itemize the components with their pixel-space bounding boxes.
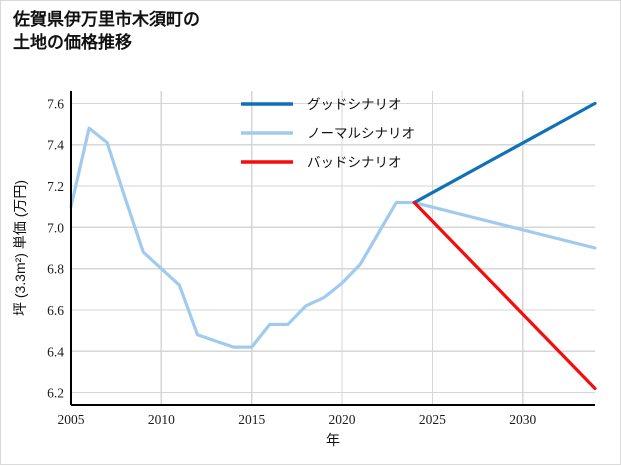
y-tick-label: 7.6	[47, 96, 64, 111]
y-tick-label: 7.4	[47, 138, 64, 153]
y-tick-label: 7.0	[47, 220, 64, 235]
y-tick-label: 6.4	[47, 344, 64, 359]
y-tick-label: 7.2	[47, 179, 64, 194]
legend-label-normal: ノーマルシナリオ	[307, 126, 415, 141]
y-tick-label: 6.8	[47, 262, 64, 277]
y-gridlines	[71, 102, 595, 394]
x-tick-label: 2030	[509, 412, 536, 427]
y-tick-label: 6.6	[47, 303, 64, 318]
axis-spines	[70, 91, 595, 406]
x-tick-label: 2020	[329, 412, 356, 427]
legend-label-bad: バッドシナリオ	[307, 155, 402, 170]
x-tick-label: 2025	[419, 412, 446, 427]
x-gridlines	[70, 91, 524, 405]
x-tick-label: 2005	[58, 412, 85, 427]
series-line-good	[412, 101, 597, 205]
series-line-bad	[412, 200, 597, 391]
x-tick-label: 2015	[238, 412, 265, 427]
page-title: 佐賀県伊万里市木須町の 土地の価格推移	[13, 10, 200, 52]
y-tick-label: 6.2	[47, 386, 64, 401]
x-tick-labels: 2005 2010 2015 2020 2025 2030	[58, 412, 537, 427]
legend-label-good: グッドシナリオ	[307, 97, 402, 112]
series-lines	[69, 101, 597, 391]
x-axis-label: 年	[326, 432, 340, 448]
x-tick-label: 2010	[148, 412, 175, 427]
series-line-normal	[69, 126, 597, 349]
y-tick-labels: 6.2 6.4 6.6 6.8 7.0 7.2 7.4 7.6	[47, 96, 64, 400]
y-axis-label: 坪 (3.3m²) 単価 (万円)	[12, 180, 28, 316]
